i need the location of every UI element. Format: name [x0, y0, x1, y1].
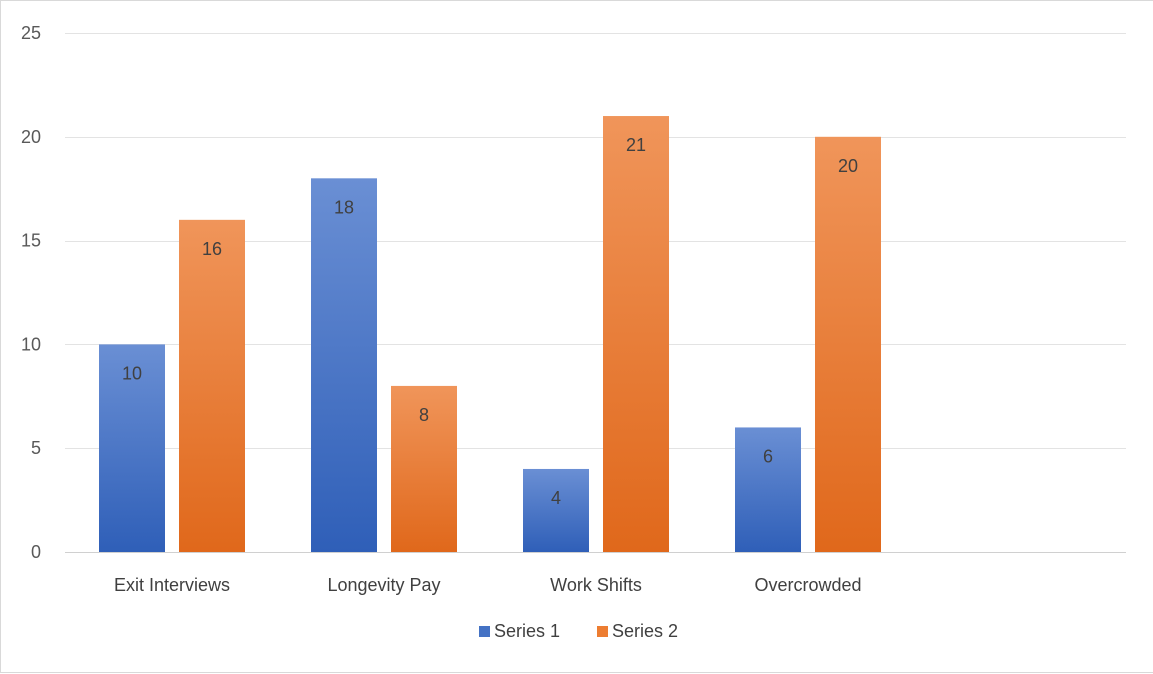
data-label: 21 — [626, 135, 646, 155]
data-label: 20 — [838, 156, 858, 176]
bar-series-1-overcrowded[interactable] — [735, 427, 801, 552]
data-label: 16 — [202, 239, 222, 259]
y-tick-label: 0 — [31, 542, 41, 562]
bar-series-2-longevity-pay[interactable] — [391, 385, 457, 552]
data-labels: 10 16 18 8 4 21 6 20 — [122, 135, 858, 508]
legend-swatch — [597, 626, 608, 637]
bar-series-2-overcrowded[interactable] — [815, 136, 881, 553]
data-label: 4 — [551, 488, 561, 508]
legend-label: Series 1 — [494, 621, 560, 641]
bar-series-1-exit-interviews[interactable] — [99, 344, 165, 552]
y-tick-label: 15 — [21, 231, 41, 251]
data-label: 18 — [334, 197, 354, 217]
data-label: 10 — [122, 363, 142, 383]
bar-series-1-longevity-pay[interactable] — [311, 178, 377, 552]
y-tick-label: 20 — [21, 127, 41, 147]
bars — [99, 116, 881, 553]
x-tick-label: Exit Interviews — [114, 575, 230, 595]
data-label: 8 — [419, 405, 429, 425]
y-tick-label: 10 — [21, 334, 41, 354]
y-tick-label: 5 — [31, 438, 41, 458]
x-tick-label: Work Shifts — [550, 575, 642, 595]
bar-series-1-work-shifts[interactable] — [523, 468, 589, 552]
legend-label: Series 2 — [612, 621, 678, 641]
x-tick-label: Longevity Pay — [327, 575, 440, 595]
legend: Series 1 Series 2 — [479, 621, 678, 641]
bar-series-2-work-shifts[interactable] — [603, 116, 669, 552]
data-label: 6 — [763, 446, 773, 466]
y-axis-ticks: 0 5 10 15 20 25 — [21, 23, 41, 562]
y-tick-label: 25 — [21, 23, 41, 43]
x-axis-labels: Exit Interviews Longevity Pay Work Shifts O… — [114, 575, 862, 595]
bar-series-2-exit-interviews[interactable] — [179, 219, 245, 552]
legend-swatch — [479, 626, 490, 637]
x-tick-label: Overcrowded — [754, 575, 861, 595]
